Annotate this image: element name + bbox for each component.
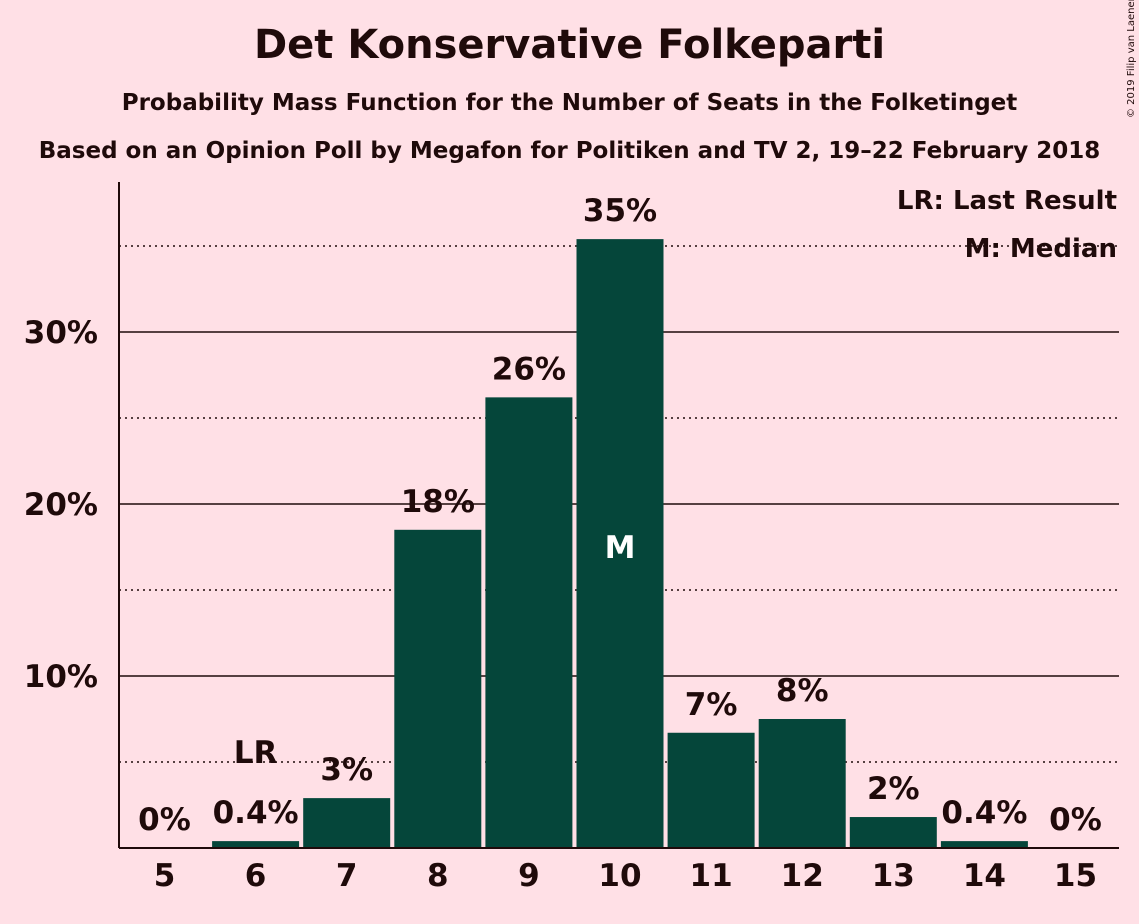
x-tick-label: 11 [690,858,733,894]
data-label: 2% [867,771,920,807]
data-label: 18% [401,484,475,520]
bar [758,719,846,848]
data-label: 3% [320,752,373,788]
data-label: 0.4% [941,795,1027,831]
x-tick-label: 8 [427,858,449,894]
x-tick-label: 15 [1054,858,1097,894]
data-label: 0% [1049,802,1102,838]
data-label: 0% [138,802,191,838]
y-tick-label: 30% [24,315,98,351]
median-marker: M [605,530,636,566]
last-result-marker: LR [234,735,278,771]
x-tick-label: 5 [154,858,176,894]
chart-title: Det Konservative Folkeparti [253,22,886,68]
bar [303,798,391,848]
x-tick-label: 7 [336,858,358,894]
data-label: 8% [776,673,829,709]
y-tick-label: 10% [24,659,98,695]
data-label: 35% [583,193,657,229]
bar [394,529,482,848]
x-tick-label: 6 [245,858,267,894]
legend-median: M: Median [965,234,1117,264]
x-tick-label: 9 [518,858,540,894]
bar [485,397,573,848]
bar [849,817,937,848]
y-tick-label: 20% [24,487,98,523]
chart-subtitle: Probability Mass Function for the Number… [121,90,1018,116]
bar [940,841,1028,848]
x-tick-label: 13 [872,858,915,894]
data-label: 0.4% [213,795,299,831]
x-tick-label: 10 [598,858,641,894]
bar [576,239,664,848]
data-label: 26% [492,351,566,387]
bar [212,841,300,848]
chart-source-line: Based on an Opinion Poll by Megafon for … [38,138,1101,164]
x-tick-label: 14 [963,858,1006,894]
legend-last-result: LR: Last Result [897,186,1117,216]
data-label: 7% [685,687,738,723]
bar [667,732,755,848]
x-tick-label: 12 [781,858,824,894]
